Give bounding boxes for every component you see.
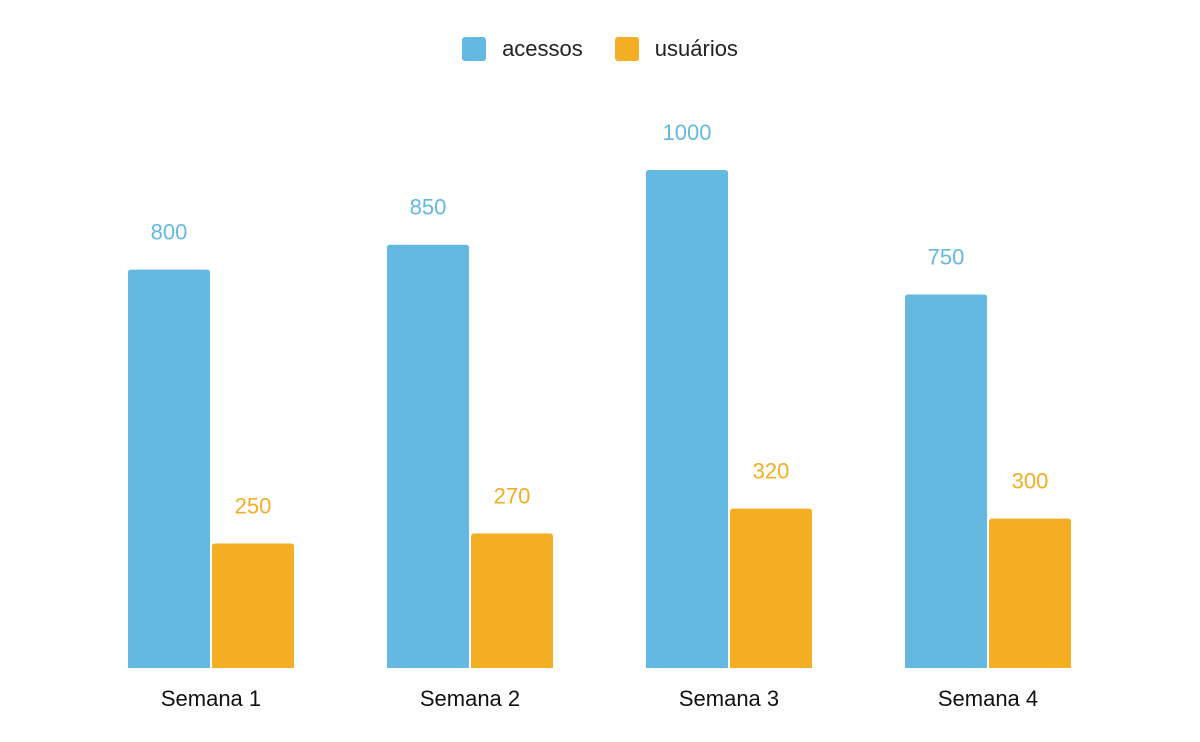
bar-usuarios-4 [989,518,1071,668]
data-label-acessos-3: 1000 [663,120,712,145]
legend-label-acessos: acessos [502,36,583,61]
legend-label-usuarios: usuários [654,36,738,61]
bar-acessos-2 [387,244,469,668]
category-label-2: Semana 2 [420,686,520,711]
bar-acessos-1 [128,269,210,668]
data-label-usuarios-1: 250 [235,494,272,519]
bar-usuarios-3 [730,508,812,668]
bars-group [128,170,1071,668]
bar-acessos-4 [905,294,987,668]
data-label-usuarios-3: 320 [753,459,790,484]
data-label-usuarios-4: 300 [1012,469,1049,494]
category-label-3: Semana 3 [679,686,779,711]
data-label-usuarios-2: 270 [494,484,531,509]
legend-item-acessos: acessos [462,36,583,62]
data-label-acessos-1: 800 [151,220,188,245]
legend-swatch-usuarios [614,37,639,61]
legend: acessos usuários [0,36,1200,62]
legend-item-usuarios: usuários [614,36,738,62]
data-label-acessos-2: 850 [410,195,447,220]
data-label-acessos-4: 750 [928,245,965,270]
bar-labels-group: 800 250 850 270 1000 320 750 300 [151,120,1049,519]
bar-usuarios-1 [212,543,294,668]
bar-acessos-3 [646,170,728,668]
legend-swatch-acessos [462,37,487,61]
category-labels-group: Semana 1 Semana 2 Semana 3 Semana 4 [161,686,1038,711]
category-label-1: Semana 1 [161,686,261,711]
bar-usuarios-2 [471,533,553,668]
category-label-4: Semana 4 [938,686,1038,711]
